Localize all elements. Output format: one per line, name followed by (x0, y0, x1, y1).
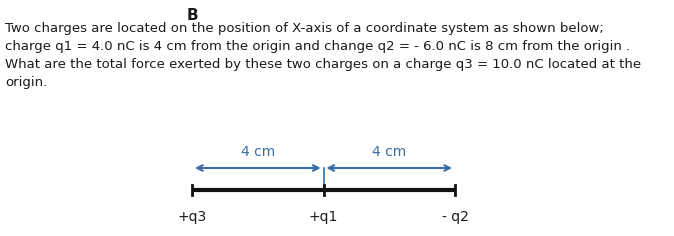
Text: B: B (186, 8, 198, 23)
Text: - q2: - q2 (441, 210, 468, 224)
Text: 4 cm: 4 cm (372, 145, 406, 159)
Text: +q3: +q3 (177, 210, 207, 224)
Text: charge q1 = 4.0 nC is 4 cm from the origin and change q2 = - 6.0 nC is 8 cm from: charge q1 = 4.0 nC is 4 cm from the orig… (5, 40, 630, 53)
Text: +q1: +q1 (309, 210, 338, 224)
Text: origin.: origin. (5, 76, 47, 89)
Text: 4 cm: 4 cm (241, 145, 275, 159)
Text: Two charges are located on the position of X-axis of a coordinate system as show: Two charges are located on the position … (5, 22, 604, 35)
Text: What are the total force exerted by these two charges on a charge q3 = 10.0 nC l: What are the total force exerted by thes… (5, 58, 641, 71)
